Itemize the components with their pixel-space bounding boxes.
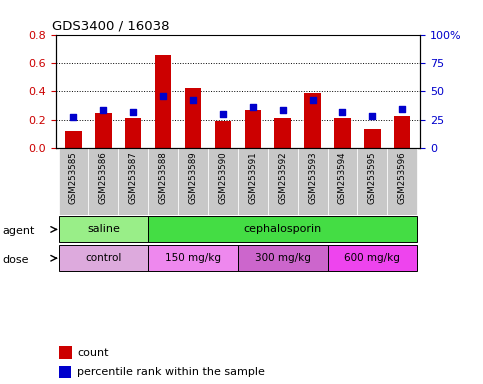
Bar — [327, 245, 417, 271]
Bar — [148, 217, 417, 242]
Point — [249, 104, 256, 110]
Text: GSM253593: GSM253593 — [308, 151, 317, 204]
Text: count: count — [77, 348, 109, 358]
Text: GSM253585: GSM253585 — [69, 151, 78, 204]
Text: GSM253589: GSM253589 — [188, 151, 198, 204]
Text: GSM253591: GSM253591 — [248, 151, 257, 204]
Bar — [58, 148, 88, 215]
Text: cephalosporin: cephalosporin — [243, 224, 322, 235]
Bar — [327, 148, 357, 215]
Bar — [178, 148, 208, 215]
Bar — [125, 118, 142, 148]
Bar — [268, 148, 298, 215]
Bar — [88, 148, 118, 215]
Point — [339, 109, 346, 115]
Text: dose: dose — [2, 255, 29, 265]
Point — [129, 109, 137, 115]
Bar — [65, 131, 82, 148]
Text: GSM253586: GSM253586 — [99, 151, 108, 204]
Bar — [118, 148, 148, 215]
Bar — [274, 118, 291, 148]
Bar — [215, 121, 231, 148]
Bar — [304, 93, 321, 148]
Text: GSM253587: GSM253587 — [129, 151, 138, 204]
Text: GSM253594: GSM253594 — [338, 151, 347, 204]
Text: saline: saline — [87, 224, 120, 235]
Bar — [58, 217, 148, 242]
Text: GSM253596: GSM253596 — [398, 151, 407, 204]
Bar — [59, 366, 71, 378]
Text: 600 mg/kg: 600 mg/kg — [344, 253, 400, 263]
Bar — [148, 245, 238, 271]
Bar — [357, 148, 387, 215]
Point — [398, 106, 406, 113]
Text: GSM253590: GSM253590 — [218, 151, 227, 204]
Bar — [387, 148, 417, 215]
Bar — [244, 109, 261, 148]
Bar — [58, 245, 148, 271]
Point — [369, 113, 376, 119]
Point — [309, 97, 316, 103]
Text: control: control — [85, 253, 122, 263]
Bar — [334, 118, 351, 148]
Text: GSM253592: GSM253592 — [278, 151, 287, 204]
Point — [159, 93, 167, 99]
Text: 150 mg/kg: 150 mg/kg — [165, 253, 221, 263]
Bar — [298, 148, 327, 215]
Text: GSM253595: GSM253595 — [368, 151, 377, 204]
Text: GSM253588: GSM253588 — [158, 151, 168, 204]
Text: GDS3400 / 16038: GDS3400 / 16038 — [52, 19, 170, 32]
Text: percentile rank within the sample: percentile rank within the sample — [77, 367, 265, 377]
Point — [70, 114, 77, 120]
Bar — [155, 55, 171, 148]
Bar — [238, 148, 268, 215]
Bar — [364, 129, 381, 148]
Bar — [148, 148, 178, 215]
Text: 300 mg/kg: 300 mg/kg — [255, 253, 311, 263]
Bar — [185, 88, 201, 148]
Point — [279, 108, 286, 114]
Text: agent: agent — [2, 226, 35, 236]
Point — [189, 97, 197, 103]
Bar — [95, 113, 112, 148]
Bar — [208, 148, 238, 215]
Point — [99, 108, 107, 114]
Bar — [394, 116, 411, 148]
Point — [219, 111, 227, 117]
Bar — [59, 346, 72, 359]
Bar — [238, 245, 327, 271]
